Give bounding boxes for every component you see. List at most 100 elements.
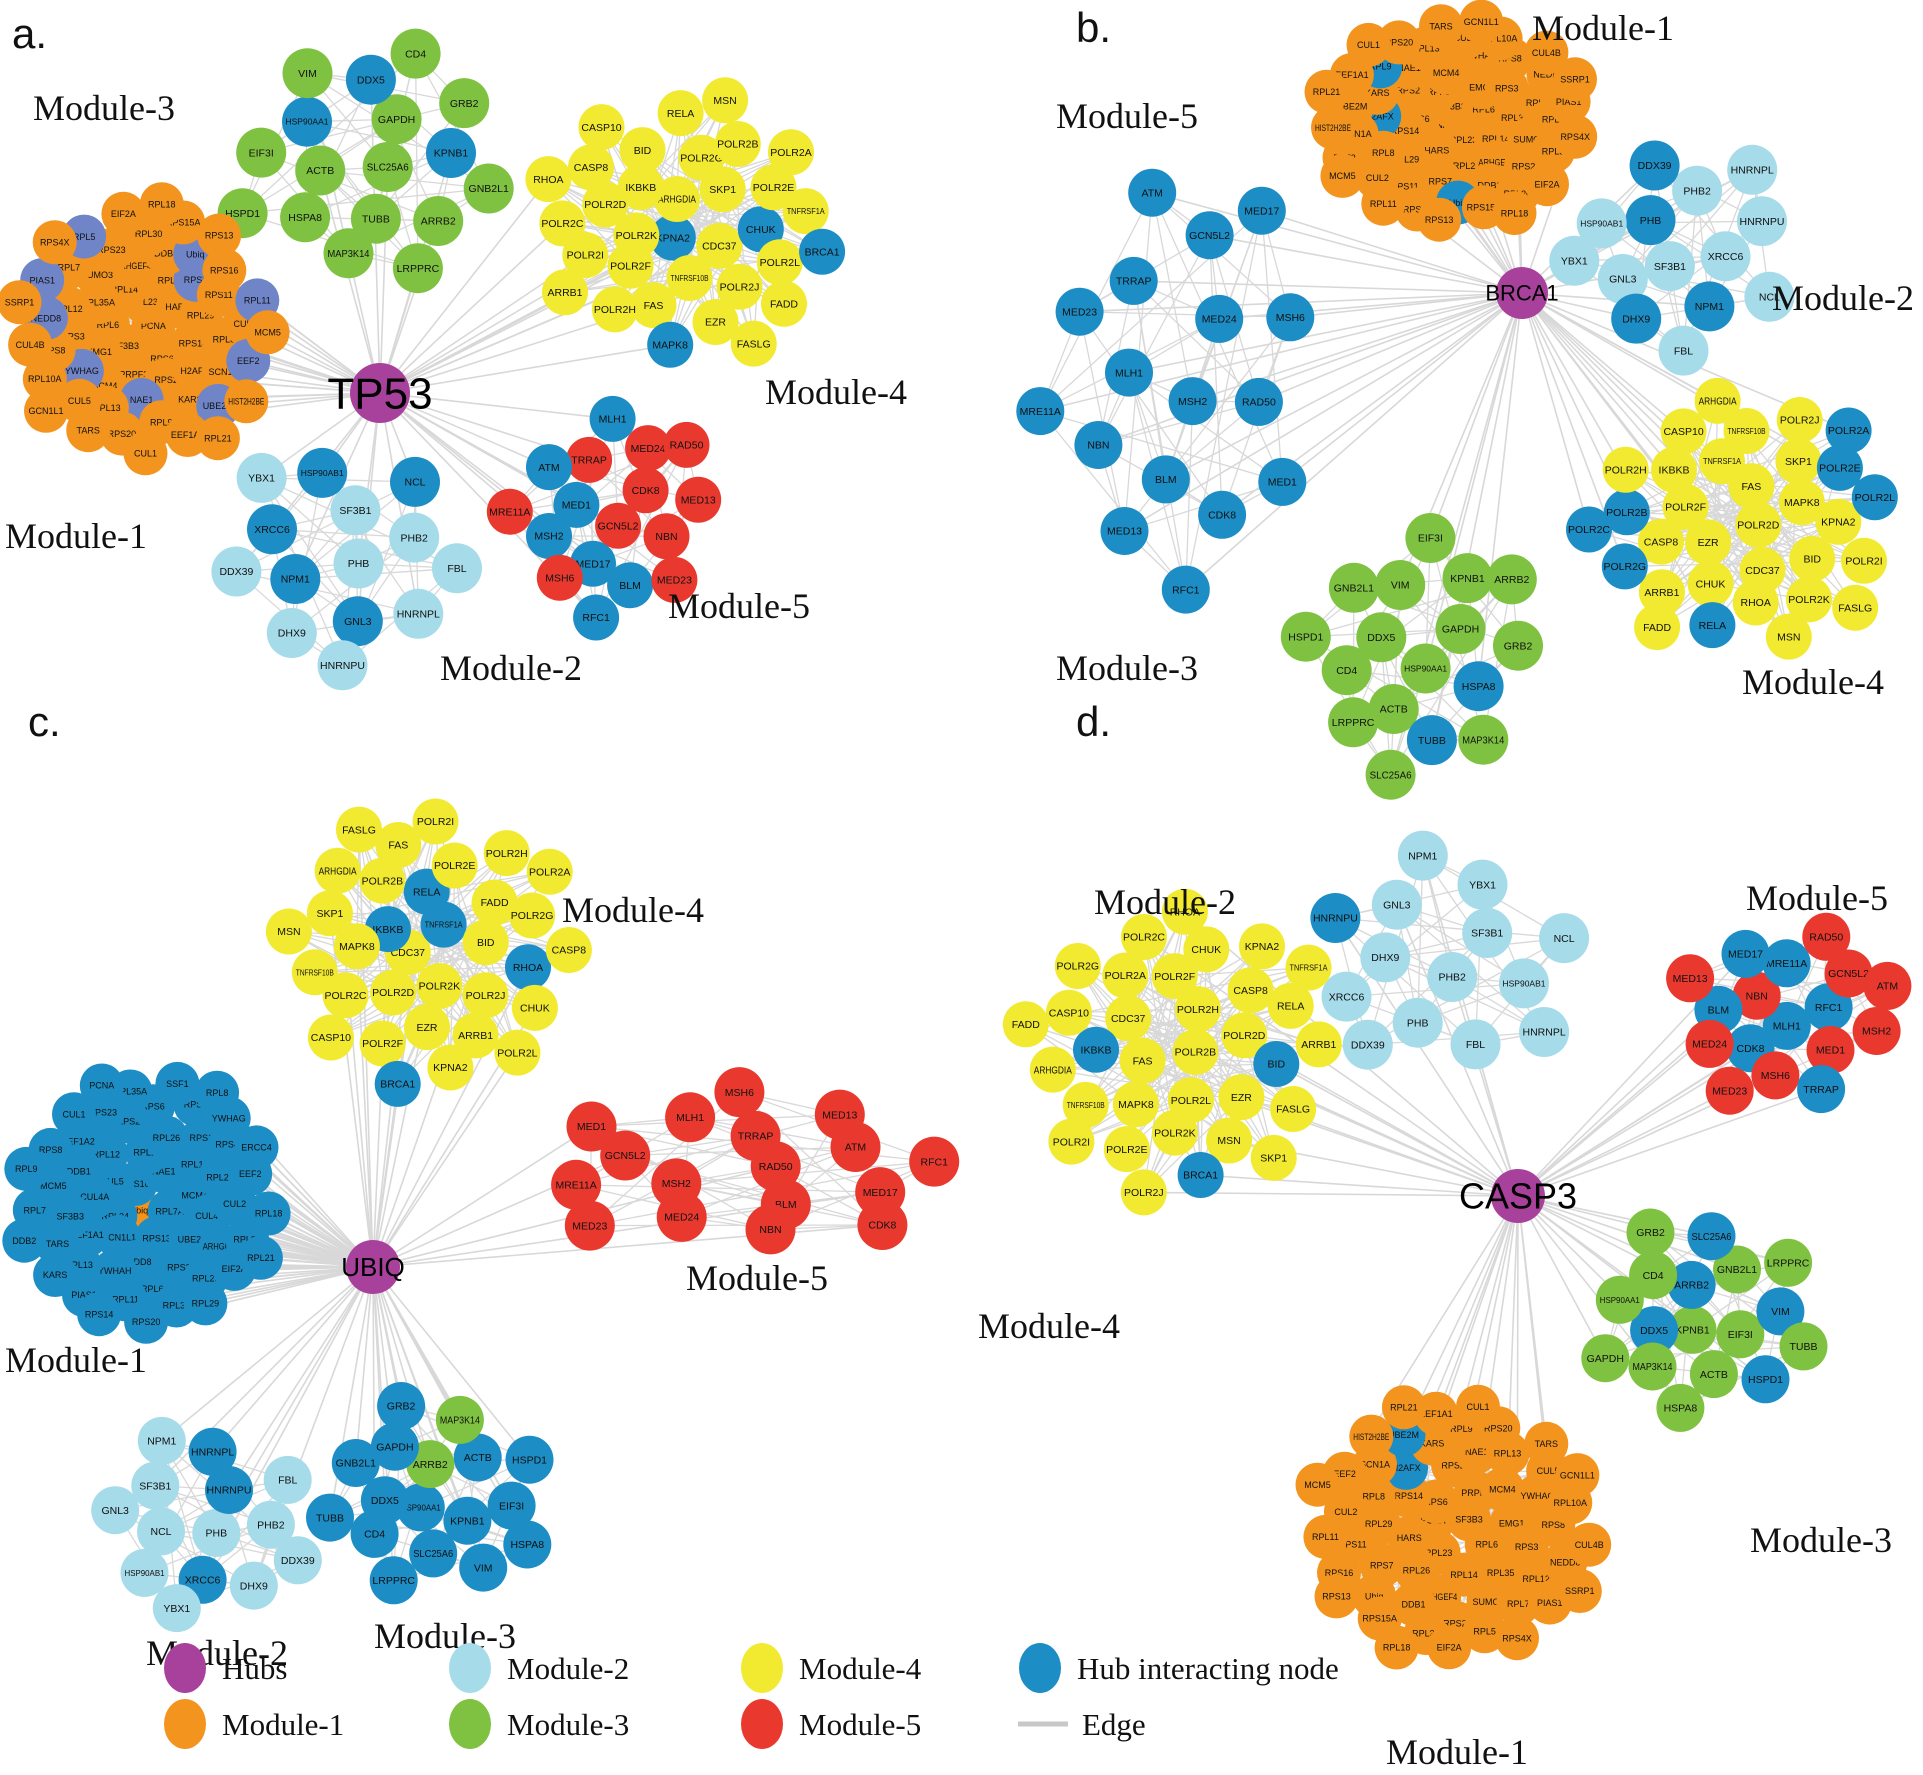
node-DHX9[interactable]: DHX9 [1360,932,1411,983]
node-FBL[interactable]: FBL [1658,325,1709,376]
node-ARRB2[interactable]: ARRB2 [413,196,464,246]
node-CHUK[interactable]: CHUK [1183,926,1230,973]
node-ERCC4[interactable]: ERCC4 [234,1125,279,1170]
node-PHB2[interactable]: PHB2 [389,512,440,563]
node-SSRP1[interactable]: SSRP1 [1557,1569,1602,1613]
node-KPNB1[interactable]: KPNB1 [1442,553,1493,604]
node-POLR2K[interactable]: POLR2K [416,963,463,1009]
node-DDX39[interactable]: DDX39 [273,1536,322,1585]
node-KPNA2[interactable]: KPNA2 [1239,923,1285,970]
node-RHOA[interactable]: RHOA [505,944,551,991]
node-RPL9[interactable]: RPL9 [4,1146,49,1191]
node-FASLG[interactable]: FASLG [336,806,382,853]
node-DDX39[interactable]: DDX39 [1629,140,1680,191]
node-RPL18[interactable]: RPL18 [246,1191,291,1236]
node-MED23[interactable]: MED23 [651,556,698,603]
node-HNRNPL[interactable]: HNRNPL [393,588,444,639]
node-RHOA[interactable]: RHOA [1732,579,1779,626]
node-MSN[interactable]: MSN [1765,613,1812,660]
node-KPNA2[interactable]: KPNA2 [427,1044,474,1091]
node-HIST2H2BE[interactable]: HIST2H2BE [1349,1414,1394,1459]
node-YBX1[interactable]: YBX1 [1549,235,1600,286]
node-NCL[interactable]: NCL [1744,271,1795,322]
node-CUL1[interactable]: CUL1 [1456,1384,1500,1429]
node-VIM[interactable]: VIM [459,1543,508,1592]
node-IKBKB[interactable]: IKBKB [1651,446,1697,493]
node-HSP90AB1[interactable]: HSP90AB1 [297,447,348,498]
node-CASP10[interactable]: CASP10 [1045,989,1092,1036]
node-GNB2L1[interactable]: GNB2L1 [1328,562,1379,613]
hub-CASP3[interactable]: CASP3 [1459,1169,1577,1223]
node-SF3B1[interactable]: SF3B1 [131,1461,180,1510]
node-POLR2B[interactable]: POLR2B [1172,1029,1219,1075]
node-TRRAP[interactable]: TRRAP [1109,256,1158,305]
node-HNRNPL[interactable]: HNRNPL [1519,1007,1570,1057]
node-ARHGDIA[interactable]: ARHGDIA [654,176,700,222]
node-FAS[interactable]: FAS [1119,1037,1166,1084]
node-RPL29[interactable]: RPL29 [183,1281,228,1326]
node-GCN1L1[interactable]: GCN1L1 [24,388,68,433]
node-BRCA1[interactable]: BRCA1 [1177,1152,1224,1198]
node-GCN5L2[interactable]: GCN5L2 [1824,949,1873,998]
node-POLR2B[interactable]: POLR2B [359,857,406,904]
node-MLH1[interactable]: MLH1 [1762,1001,1811,1050]
node-POLR2A[interactable]: POLR2A [1102,952,1149,999]
node-DHX9[interactable]: DHX9 [1611,293,1662,344]
node-MAPK8[interactable]: MAPK8 [1112,1081,1159,1128]
node-RPS14[interactable]: RPS14 [77,1292,122,1337]
node-MRE11A[interactable]: MRE11A [1762,939,1811,988]
node-RPL18[interactable]: RPL18 [1492,191,1537,236]
node-HSPD1[interactable]: HSPD1 [1280,611,1331,662]
node-ARHGDIA[interactable]: ARHGDIA [314,847,361,894]
node-RPL21[interactable]: RPL21 [1304,69,1349,114]
node-FASLG[interactable]: FASLG [730,320,777,367]
node-XRCC6[interactable]: XRCC6 [1700,231,1751,282]
node-POLR2I[interactable]: POLR2I [562,232,609,278]
node-POLR2G[interactable]: POLR2G [1054,943,1101,989]
node-POLR2H[interactable]: POLR2H [591,286,638,333]
node-HIST2H2BE[interactable]: HIST2H2BE [1311,105,1355,150]
node-GCN1L1[interactable]: GCN1L1 [1555,1453,1600,1498]
node-PHB[interactable]: PHB [192,1508,241,1557]
node-SSF1[interactable]: SSF1 [155,1061,200,1106]
node-NBN[interactable]: NBN [1732,971,1781,1020]
node-HSPD1[interactable]: HSPD1 [1741,1355,1790,1404]
node-POLR2L[interactable]: POLR2L [756,239,803,286]
node-BID[interactable]: BID [1253,1041,1300,1087]
node-FBL[interactable]: FBL [263,1455,312,1504]
node-CD4[interactable]: CD4 [1321,645,1372,696]
node-MAP3K14[interactable]: MAP3K14 [1628,1342,1677,1391]
node-ACTB[interactable]: ACTB [295,145,346,196]
node-NPM1[interactable]: NPM1 [1397,830,1448,881]
node-RPS13[interactable]: RPS13 [197,213,242,258]
node-GCN1L1[interactable]: GCN1L1 [1459,0,1504,44]
node-TARS[interactable]: TARS [35,1221,80,1266]
node-MAPK8[interactable]: MAPK8 [647,321,694,368]
node-GAPDH[interactable]: GAPDH [1581,1334,1630,1383]
node-GAPDH[interactable]: GAPDH [370,1422,419,1471]
node-BRCA1[interactable]: BRCA1 [799,228,846,275]
node-MRE11A[interactable]: MRE11A [551,1159,602,1210]
node-EIF2A[interactable]: EIF2A [1525,162,1569,207]
node-GCN5L2[interactable]: GCN5L2 [600,1130,651,1181]
node-POLR2G[interactable]: POLR2G [1601,543,1648,590]
node-TARS[interactable]: TARS [1419,4,1463,49]
node-POLR2F[interactable]: POLR2F [1662,483,1709,530]
node-ARRB1[interactable]: ARRB1 [452,1012,499,1059]
node-HSPA8[interactable]: HSPA8 [1656,1383,1705,1432]
node-RHOA[interactable]: RHOA [525,156,572,203]
node-NCL[interactable]: NCL [137,1507,185,1556]
node-POLR2J[interactable]: POLR2J [716,263,763,310]
node-GNB2L1[interactable]: GNB2L1 [1713,1245,1761,1294]
node-ARHGDIA[interactable]: ARHGDIA [1029,1046,1076,1093]
node-TNFRSF1A[interactable]: TNFRSF1A [782,188,829,235]
node-MAPK8[interactable]: MAPK8 [1778,479,1825,526]
node-IKBKB[interactable]: IKBKB [1073,1026,1119,1073]
node-RAD50[interactable]: RAD50 [1802,912,1851,961]
node-MED24[interactable]: MED24 [1685,1019,1734,1068]
node-MCM5[interactable]: MCM5 [245,310,290,355]
node-MED1[interactable]: MED1 [553,481,600,528]
node-CUL4B[interactable]: CUL4B [8,322,53,367]
node-TUBB[interactable]: TUBB [1406,715,1457,766]
node-EZR[interactable]: EZR [692,299,739,345]
